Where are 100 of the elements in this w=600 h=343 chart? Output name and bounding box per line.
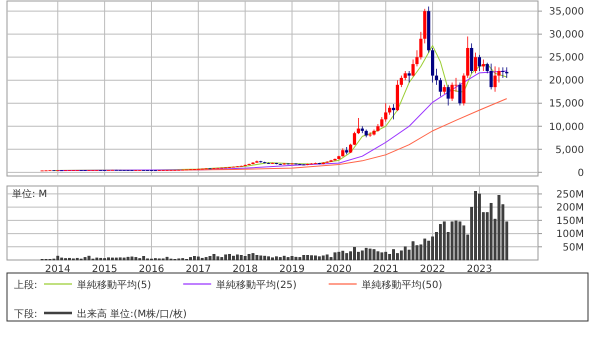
bar <box>204 257 208 260</box>
bar <box>364 248 368 260</box>
bar <box>396 253 399 260</box>
bar <box>130 256 134 260</box>
candlestick <box>380 116 384 128</box>
candlestick <box>348 143 352 154</box>
bar <box>189 257 192 260</box>
x-tick-label: 2016 <box>138 264 164 275</box>
x-tick-label: 2023 <box>466 264 492 275</box>
candlestick <box>404 70 407 81</box>
bar <box>318 256 321 260</box>
line-series <box>53 45 508 171</box>
bar <box>423 238 426 260</box>
bar <box>478 194 481 260</box>
line-series <box>57 70 508 171</box>
bar <box>60 258 64 260</box>
bar <box>252 253 254 260</box>
bar <box>275 256 278 260</box>
candlestick <box>478 54 482 72</box>
candlestick <box>482 59 485 72</box>
y-tick-label: 200M <box>556 202 584 214</box>
bar <box>458 221 462 260</box>
candlestick <box>490 63 493 90</box>
candlestick <box>434 68 438 86</box>
y-tick-label: 0 <box>578 168 584 179</box>
bar <box>490 202 493 260</box>
y-tick-label: 150M <box>556 216 584 227</box>
bar <box>255 255 258 260</box>
bar <box>240 255 243 260</box>
bar <box>118 257 122 260</box>
bar <box>290 256 294 260</box>
y-axis-title: 単位: M <box>12 188 48 200</box>
candlestick <box>415 50 419 67</box>
bar <box>306 255 310 260</box>
bar <box>248 254 250 260</box>
y-tick-label: 10,000 <box>549 122 584 133</box>
bar <box>384 252 388 260</box>
bar <box>326 254 329 260</box>
bar <box>454 220 458 260</box>
bar <box>259 256 262 260</box>
bar <box>345 253 348 260</box>
bar <box>353 247 356 260</box>
y-tick-label: 250M <box>556 189 584 200</box>
legend-label: 出来高 単位:(M株/口/枚) <box>77 308 187 320</box>
bar <box>360 250 364 260</box>
y-tick-label: 50M <box>562 242 584 254</box>
candlestick <box>411 59 415 77</box>
bar <box>376 251 380 260</box>
y-tick-label: 5,000 <box>555 144 584 156</box>
candlestick <box>388 105 392 116</box>
bar <box>341 250 344 260</box>
bar <box>427 240 430 260</box>
candlestick <box>368 132 372 138</box>
bar <box>95 258 98 260</box>
bar <box>166 256 168 260</box>
candlestick <box>505 66 508 78</box>
bar <box>438 224 442 260</box>
bar <box>208 256 212 260</box>
bar <box>126 256 130 260</box>
bar <box>337 252 340 260</box>
bar <box>322 256 325 260</box>
candlestick <box>497 66 501 83</box>
bar <box>142 256 146 260</box>
legend-title: 下段: <box>14 308 38 320</box>
bar <box>498 195 500 260</box>
bar <box>442 221 446 260</box>
x-tick-label: 2015 <box>92 264 118 275</box>
y-tick-label: 25,000 <box>549 52 584 64</box>
candlestick <box>408 70 411 83</box>
bar <box>228 254 231 260</box>
candlestick <box>493 66 497 92</box>
bar <box>462 225 466 260</box>
legend-title: 上段: <box>14 279 38 291</box>
bar <box>380 252 384 260</box>
x-tick-label: 2014 <box>45 264 70 275</box>
bar <box>134 257 138 260</box>
y-tick-label: 20,000 <box>549 76 584 87</box>
bar <box>372 249 376 260</box>
candlestick <box>438 78 442 97</box>
bar <box>88 256 90 260</box>
y-tick-label: 15,000 <box>549 98 584 110</box>
bar <box>400 250 403 260</box>
bar <box>212 254 216 260</box>
bar <box>224 254 228 260</box>
bar <box>220 257 224 260</box>
x-tick-label: 2020 <box>326 264 352 275</box>
bar <box>282 256 286 260</box>
bar <box>122 258 126 260</box>
y-tick-label: 100M <box>556 229 584 240</box>
candlestick <box>352 131 356 146</box>
y-tick-label: 30,000 <box>549 30 584 41</box>
bar <box>193 256 196 260</box>
bar <box>314 256 317 260</box>
bar <box>244 256 247 260</box>
x-tick-label: 2021 <box>373 264 398 275</box>
bar <box>236 254 239 260</box>
bar <box>474 191 477 260</box>
bar <box>271 257 274 260</box>
bar <box>107 257 110 260</box>
bar <box>267 256 270 260</box>
